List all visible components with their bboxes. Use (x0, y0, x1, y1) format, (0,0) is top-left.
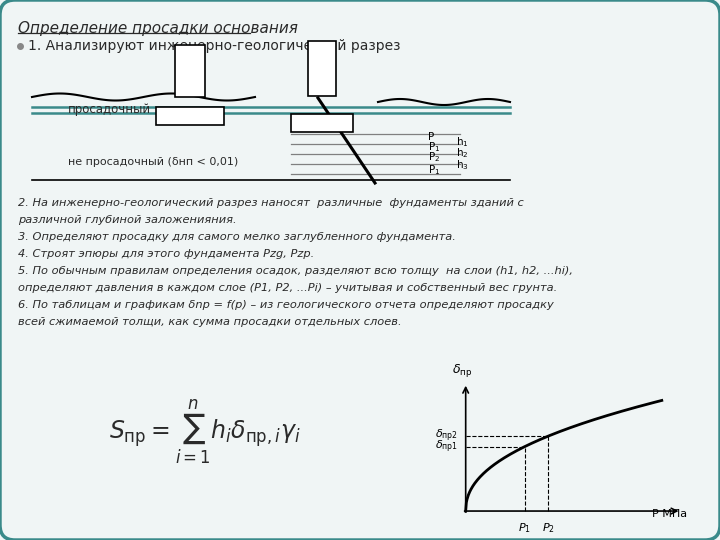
Text: различной глубиной заложенияния.: различной глубиной заложенияния. (18, 215, 237, 225)
Text: просадочный: просадочный (68, 104, 151, 117)
Text: P$_1$: P$_1$ (428, 140, 441, 154)
Text: $S_{\mathregular{пр}} = \sum_{i=1}^{n} h_i \delta_{\mathregular{пр},i} \gamma_i$: $S_{\mathregular{пр}} = \sum_{i=1}^{n} h… (109, 398, 301, 466)
Text: P МПа: P МПа (652, 509, 688, 518)
Text: 5. По обычным правилам определения осадок, разделяют всю толщу  на слои (h1, h2,: 5. По обычным правилам определения осадо… (18, 266, 573, 276)
Text: не просадочный (δнп < 0,01): не просадочный (δнп < 0,01) (68, 157, 238, 167)
Text: 2. На инженерно-геологический разрез наносят  различные  фундаменты зданий с: 2. На инженерно-геологический разрез нан… (18, 198, 523, 208)
Text: 6. По таблицам и графикам δnp = f(p) – из геологического отчета определяют проса: 6. По таблицам и графикам δnp = f(p) – и… (18, 300, 554, 310)
Text: $P_1$: $P_1$ (518, 521, 531, 535)
Bar (175, 45, 205, 97)
Text: 1. Анализируют инженерно-геологический разрез: 1. Анализируют инженерно-геологический р… (28, 39, 400, 53)
Text: $\delta_{\mathregular{пр1}}$: $\delta_{\mathregular{пр1}}$ (435, 438, 458, 455)
Text: $P_2$: $P_2$ (541, 521, 554, 535)
Text: P$_2$: P$_2$ (428, 150, 440, 164)
Bar (291, 114, 353, 132)
Text: h$_1$: h$_1$ (456, 135, 469, 149)
Text: 3. Определяют просадку для самого мелко заглубленного фундамента.: 3. Определяют просадку для самого мелко … (18, 232, 456, 242)
Bar (308, 41, 336, 96)
Text: 4. Строят эпюры для этого фундамента Pzg, Pzp.: 4. Строят эпюры для этого фундамента Pzg… (18, 249, 314, 259)
Text: определяют давления в каждом слое (Р1, Р2, ...Рi) – учитывая и собственный вес г: определяют давления в каждом слое (Р1, Р… (18, 283, 557, 293)
Text: P$_1$: P$_1$ (428, 163, 441, 177)
Text: Определение просадки основания: Определение просадки основания (18, 21, 298, 36)
Bar (156, 107, 224, 125)
Text: $\delta_{\mathregular{пр}}$: $\delta_{\mathregular{пр}}$ (451, 362, 472, 379)
Text: h$_2$: h$_2$ (456, 146, 469, 160)
Text: $\delta_{\mathregular{пр2}}$: $\delta_{\mathregular{пр2}}$ (435, 428, 458, 444)
Text: всей сжимаемой толщи, как сумма просадки отдельных слоев.: всей сжимаемой толщи, как сумма просадки… (18, 317, 402, 327)
Text: P: P (428, 132, 434, 142)
Text: h$_3$: h$_3$ (456, 158, 469, 172)
